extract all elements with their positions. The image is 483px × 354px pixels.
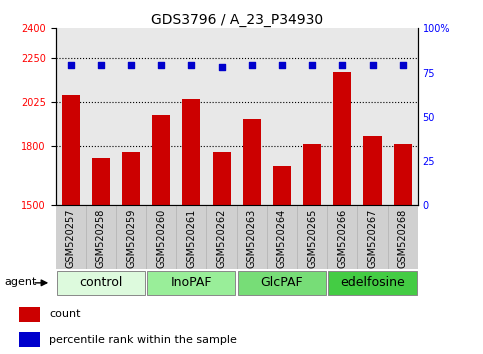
Point: [248, 63, 256, 68]
Bar: [207, 205, 237, 269]
Bar: [19, 332, 40, 347]
Text: GSM520258: GSM520258: [96, 209, 106, 268]
Text: GSM520259: GSM520259: [126, 209, 136, 268]
Bar: [388, 205, 418, 269]
Point: [339, 63, 346, 68]
Point: [97, 63, 105, 68]
Point: [399, 63, 407, 68]
Bar: [297, 205, 327, 269]
Bar: [237, 205, 267, 269]
Text: GSM520265: GSM520265: [307, 209, 317, 268]
FancyBboxPatch shape: [328, 271, 416, 295]
Text: InoPAF: InoPAF: [170, 276, 212, 289]
Text: GSM520267: GSM520267: [368, 209, 378, 268]
Text: GSM520261: GSM520261: [186, 209, 197, 268]
Bar: [146, 205, 176, 269]
Text: percentile rank within the sample: percentile rank within the sample: [49, 335, 237, 345]
Point: [369, 63, 376, 68]
Text: GSM520257: GSM520257: [66, 209, 76, 268]
Bar: [364, 137, 382, 205]
Bar: [92, 158, 110, 205]
Bar: [357, 205, 388, 269]
FancyBboxPatch shape: [238, 271, 326, 295]
Bar: [176, 205, 207, 269]
Text: GSM520260: GSM520260: [156, 209, 166, 268]
Bar: [86, 205, 116, 269]
FancyBboxPatch shape: [147, 271, 236, 295]
Bar: [394, 144, 412, 205]
Text: edelfosine: edelfosine: [340, 276, 405, 289]
Point: [218, 64, 226, 70]
Bar: [273, 166, 291, 205]
Point: [278, 63, 286, 68]
Bar: [62, 95, 80, 205]
Point: [127, 63, 135, 68]
Text: count: count: [49, 309, 81, 320]
Bar: [183, 99, 200, 205]
Point: [67, 63, 74, 68]
FancyBboxPatch shape: [57, 271, 145, 295]
Bar: [267, 205, 297, 269]
Bar: [122, 152, 140, 205]
Text: GSM520268: GSM520268: [398, 209, 408, 268]
Bar: [242, 119, 261, 205]
Bar: [327, 205, 357, 269]
Point: [308, 63, 316, 68]
Point: [157, 63, 165, 68]
Bar: [213, 152, 231, 205]
Bar: [116, 205, 146, 269]
Text: GlcPAF: GlcPAF: [261, 276, 303, 289]
Text: GSM520264: GSM520264: [277, 209, 287, 268]
Point: [187, 63, 195, 68]
Bar: [303, 144, 321, 205]
Bar: [56, 205, 86, 269]
Text: agent: agent: [4, 276, 37, 287]
Title: GDS3796 / A_23_P34930: GDS3796 / A_23_P34930: [151, 13, 323, 27]
Text: GSM520266: GSM520266: [337, 209, 347, 268]
Bar: [19, 307, 40, 322]
Text: GSM520262: GSM520262: [216, 209, 227, 268]
Text: GSM520263: GSM520263: [247, 209, 257, 268]
Bar: [152, 115, 170, 205]
Text: control: control: [79, 276, 123, 289]
Bar: [333, 72, 352, 205]
